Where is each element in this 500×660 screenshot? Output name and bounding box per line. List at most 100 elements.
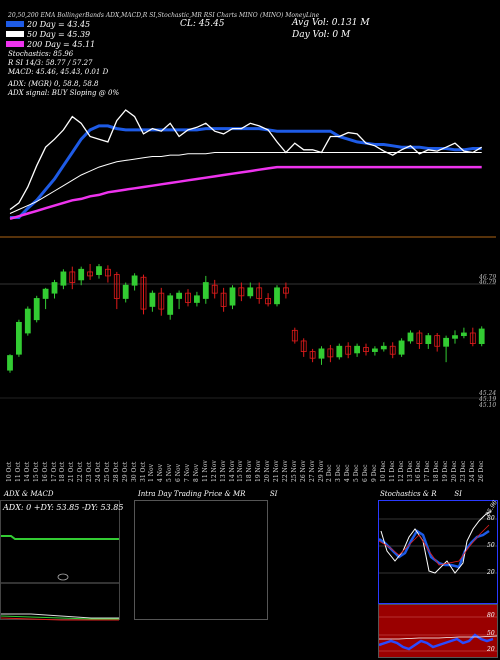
candle-body — [460, 332, 467, 337]
series-line-200-day — [9, 165, 482, 220]
candle-18 — [167, 293, 174, 320]
candle-40 — [363, 343, 369, 356]
stoch-panel-title: Stochastics & R SI — [380, 490, 462, 498]
candle-47 — [425, 332, 432, 349]
x-tick-label: 22 Nov — [281, 460, 289, 482]
candle-36 — [327, 344, 334, 363]
legend-20-day: 20 Day = 43.45 — [6, 20, 90, 29]
x-tick-label: 14 Nov — [228, 460, 236, 482]
candle-38 — [345, 342, 352, 359]
candle-body — [247, 287, 254, 297]
candle-8 — [78, 266, 85, 286]
x-tick-label: 10 Dec — [379, 460, 387, 482]
x-tick-label: 28 Oct — [112, 461, 120, 482]
day-vol-label: Day Vol: 0 M — [292, 30, 351, 40]
candle-body — [185, 292, 191, 303]
candle-body — [7, 355, 13, 371]
x-tick-label: 29 Oct — [121, 461, 129, 482]
candle-body — [87, 271, 93, 277]
candle-body — [416, 332, 423, 344]
adx-panel-title: ADX & MACD — [4, 490, 54, 498]
si-tick-50: 50 — [487, 630, 495, 637]
x-tick-label: 27 Nov — [308, 460, 316, 482]
adx-panel: ADX: 0 +DY: 53.85 -DY: 53.85 — [0, 500, 123, 621]
candle-body — [425, 335, 432, 344]
stoch-tick-20: 20 — [487, 569, 495, 576]
candle-body — [434, 335, 441, 347]
stochastics-label: Stochastics: 85.96 — [8, 50, 74, 58]
x-tick-label: 1 Nov — [148, 464, 156, 482]
intraday-panel-title: Intra Day Trading Price & MR SI — [138, 490, 278, 498]
x-tick-label: 5 Nov — [166, 464, 174, 482]
candle-49 — [443, 335, 450, 363]
adx-label: ADX: (MGR) 0, 58.8, 58.8 — [8, 80, 99, 88]
legend-200-day: 200 Day = 45.11 — [6, 40, 95, 49]
x-tick-label: 25 Nov — [290, 460, 298, 482]
candle-25 — [229, 285, 236, 310]
x-tick-label: 29 Nov — [317, 460, 325, 482]
candle-body — [131, 275, 138, 286]
candle-body — [211, 284, 218, 294]
x-tick-label: 23 Oct — [86, 461, 94, 482]
x-tick-label: 18 Oct — [59, 461, 67, 482]
x-tick-label: 8 Nov — [192, 464, 200, 482]
candle-39 — [354, 343, 361, 357]
candle-11 — [105, 265, 111, 283]
candle-body — [176, 292, 183, 299]
legend-swatch-20 — [6, 21, 24, 27]
candle-body — [443, 337, 450, 347]
macd-white-line — [1, 613, 119, 619]
candle-24 — [220, 287, 227, 312]
candle-body — [15, 321, 22, 355]
close-label: CL: 45.45 — [180, 19, 225, 29]
x-tick-label: 4 Dec — [344, 464, 352, 482]
candle-12 — [113, 271, 120, 310]
x-tick-label: 5 Dec — [353, 464, 361, 482]
candle-body — [282, 287, 289, 294]
candle-32 — [291, 327, 298, 344]
candle-43 — [389, 342, 396, 359]
candle-13 — [122, 282, 129, 303]
candle-body — [122, 284, 129, 299]
candle-1 — [15, 319, 22, 357]
x-tick-label: 13 Nov — [219, 460, 227, 482]
candle-23 — [211, 279, 218, 299]
r-si-label: R SI 14/3: 58.77 / 57.27 — [8, 59, 93, 67]
price-label-lower1: 45.24 — [479, 390, 497, 397]
candle-body — [300, 340, 307, 352]
candle-9 — [87, 263, 93, 280]
macd-label: MACD: 45.46, 45.43, 0.01 D — [8, 68, 109, 76]
candle-body — [69, 271, 76, 283]
x-tick-label: 2 Dec — [326, 464, 334, 482]
candle-15 — [140, 274, 147, 315]
candle-35 — [318, 346, 325, 365]
x-tick-label: 30 Oct — [130, 461, 138, 482]
x-tick-label: 20 Nov — [264, 460, 272, 482]
stoch-blue-line — [379, 529, 490, 569]
candle-28 — [256, 282, 263, 304]
x-tick-label: 9 Dec — [370, 464, 378, 482]
si-tick-80: 80 — [487, 612, 495, 619]
x-tick-label: 20 Dec — [451, 460, 458, 482]
candle-41 — [371, 346, 378, 356]
candle-body — [51, 282, 58, 294]
candle-body — [202, 282, 209, 299]
candle-body — [256, 287, 263, 299]
candle-body — [167, 295, 174, 315]
avg-vol-label: Avg Vol: 0.131 M — [292, 18, 370, 28]
candle-22 — [202, 275, 209, 304]
x-tick-label: 24 Oct — [95, 461, 102, 482]
stoch-tick-50: 50 — [487, 542, 495, 549]
candle-52 — [469, 327, 476, 347]
x-tick-label: 15 Nov — [237, 460, 245, 482]
x-tick-label: 18 Dec — [433, 460, 441, 482]
candle-body — [407, 332, 414, 342]
adx-marker — [57, 573, 69, 581]
x-tick-label: 12 Dec — [397, 460, 405, 482]
candle-body — [309, 351, 316, 359]
candle-body — [327, 348, 334, 358]
x-tick-label: 12 Nov — [210, 460, 218, 482]
candle-29 — [265, 293, 272, 307]
candle-44 — [398, 338, 405, 357]
si-tick-20: 20 — [487, 646, 495, 653]
